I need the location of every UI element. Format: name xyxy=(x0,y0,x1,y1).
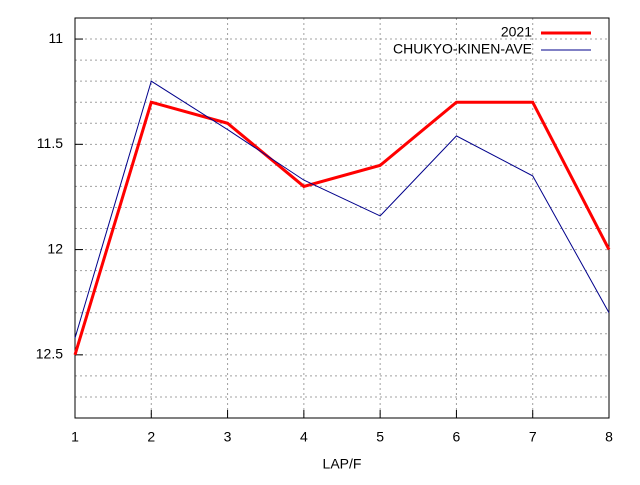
y-tick-label: 12.5 xyxy=(36,346,63,362)
x-tick-label: 1 xyxy=(71,429,79,445)
x-tick-label: 7 xyxy=(529,429,537,445)
legend-label: CHUKYO-KINEN-AVE xyxy=(393,41,532,57)
x-tick-label: 8 xyxy=(605,429,613,445)
series-line xyxy=(73,100,611,356)
x-tick-label: 4 xyxy=(300,429,308,445)
x-tick-label: 2 xyxy=(147,429,155,445)
y-tick-label: 11.5 xyxy=(37,135,63,151)
legend-label: 2021 xyxy=(501,24,532,40)
x-tick-label: 3 xyxy=(224,429,232,445)
plot-frame xyxy=(74,17,610,419)
x-tick-label: 6 xyxy=(453,429,461,445)
y-tick-label: 12 xyxy=(47,240,63,256)
y-tick-label: 11 xyxy=(48,30,63,46)
x-axis-label: LAP/F xyxy=(323,456,362,472)
x-tick-label: 5 xyxy=(376,429,384,445)
series-line xyxy=(74,80,610,339)
